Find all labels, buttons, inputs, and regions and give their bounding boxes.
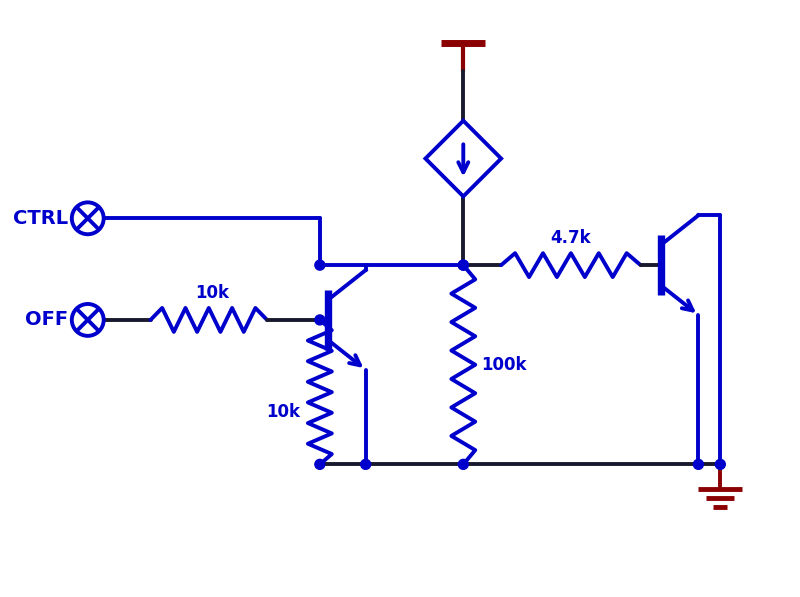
Circle shape <box>361 459 370 469</box>
Circle shape <box>458 459 468 469</box>
Text: 4.7k: 4.7k <box>550 229 591 247</box>
Circle shape <box>315 260 325 270</box>
Text: 10k: 10k <box>266 403 300 421</box>
Text: CTRL: CTRL <box>13 209 68 228</box>
Circle shape <box>715 459 726 469</box>
Circle shape <box>694 459 703 469</box>
Text: OFF: OFF <box>25 310 68 330</box>
Text: 100k: 100k <box>482 356 526 374</box>
Circle shape <box>458 260 468 270</box>
Text: 10k: 10k <box>195 284 230 302</box>
Circle shape <box>315 315 325 325</box>
Circle shape <box>458 260 468 270</box>
Circle shape <box>315 459 325 469</box>
